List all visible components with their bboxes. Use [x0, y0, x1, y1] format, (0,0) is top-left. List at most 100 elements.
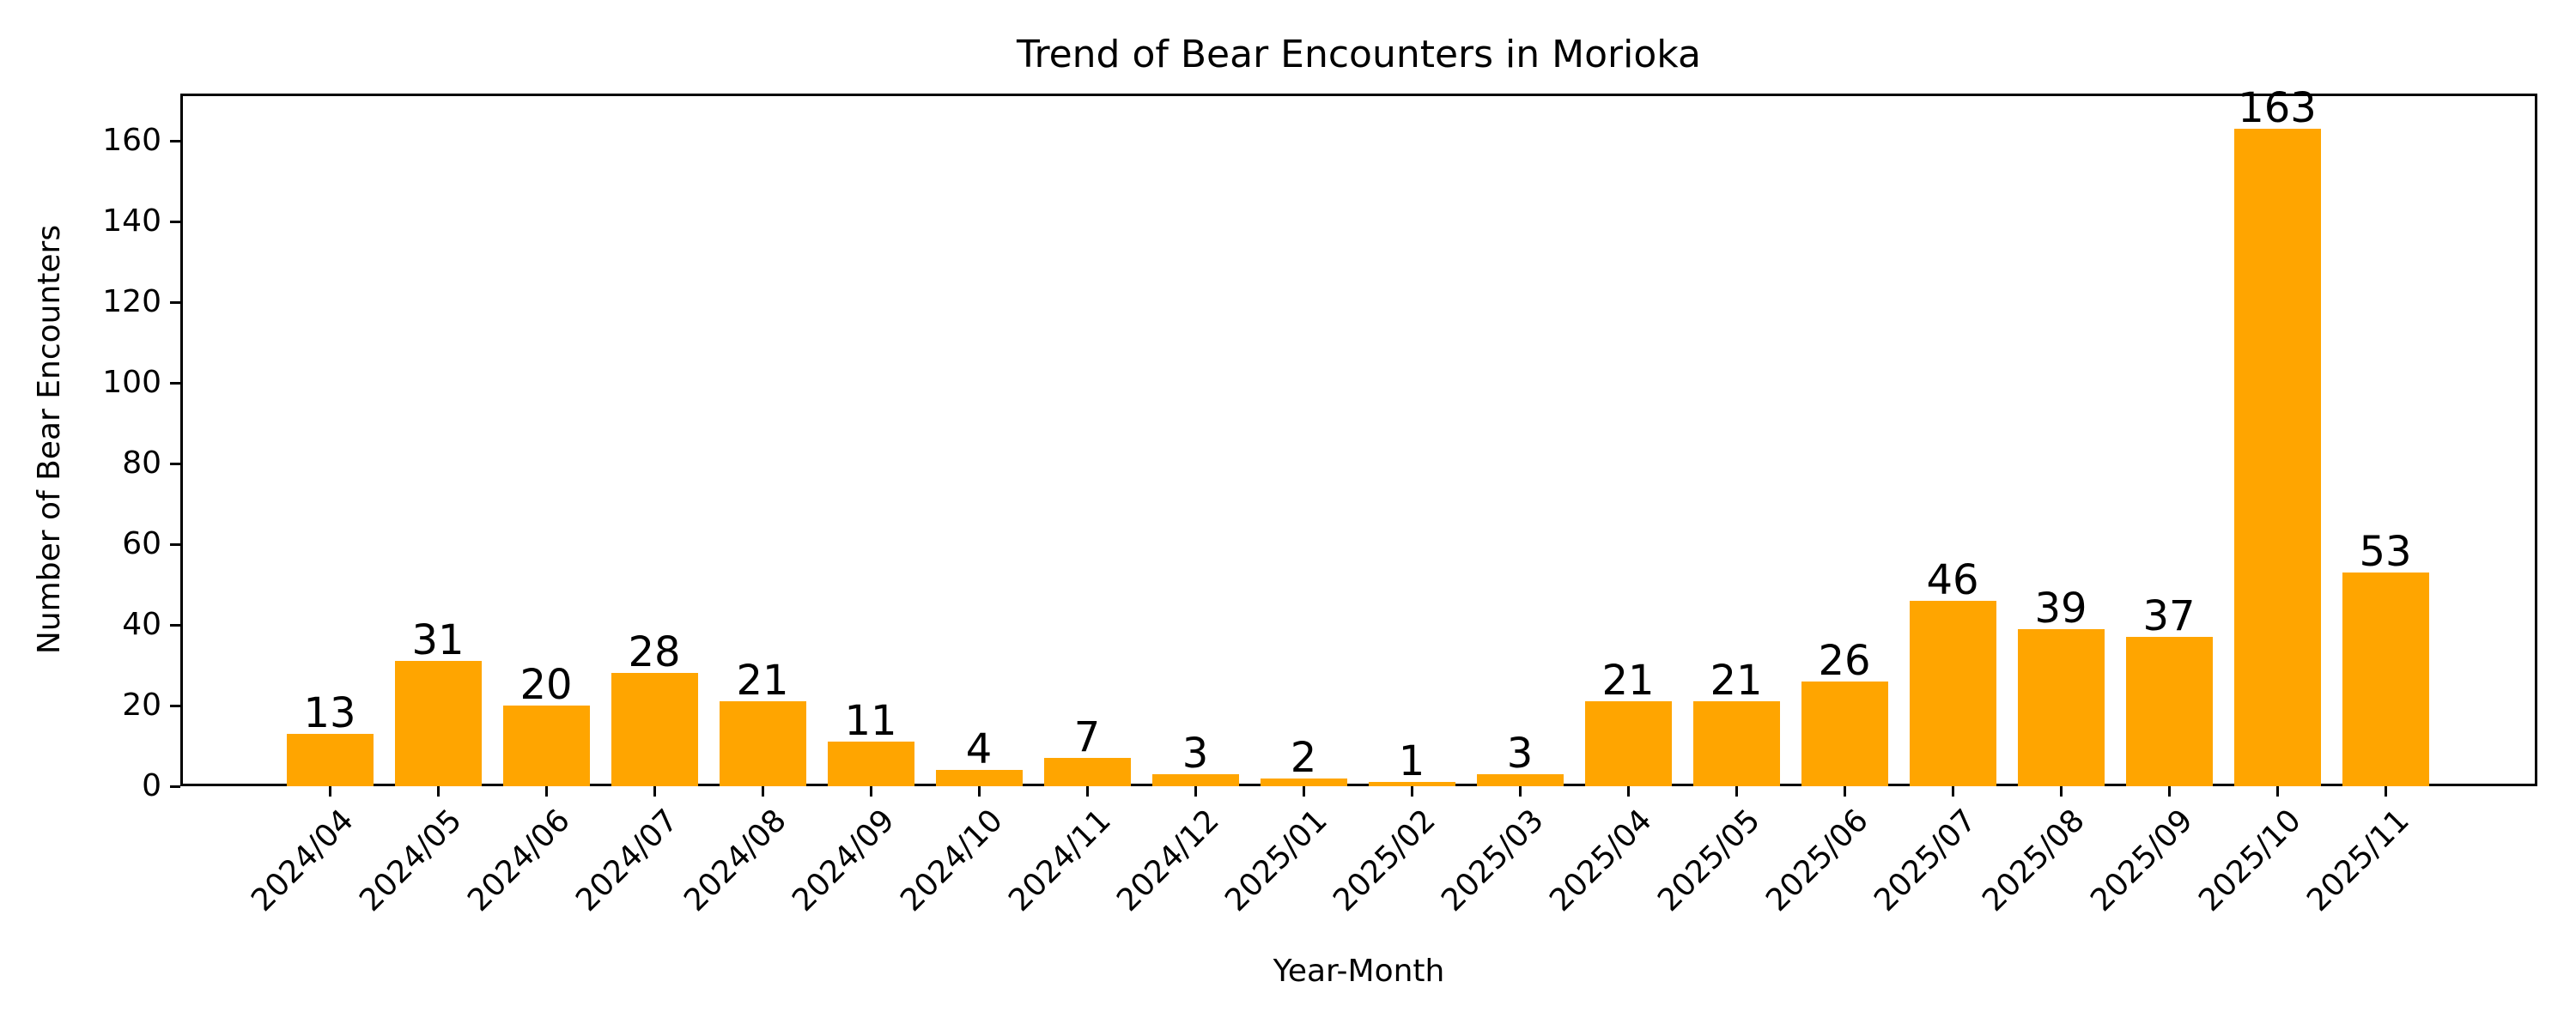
y-axis-label: Number of Bear Encounters — [32, 224, 67, 655]
x-tick-label: 2025/10 — [2192, 803, 2308, 919]
bar — [1801, 681, 1888, 786]
y-tick-label: 160 — [102, 123, 161, 158]
bar-value-label: 3 — [1182, 729, 1209, 778]
x-tick-label: 2024/11 — [1002, 803, 1118, 919]
bar-value-label: 37 — [2142, 592, 2196, 641]
bar — [394, 661, 482, 786]
y-tick-mark — [170, 220, 180, 223]
bar — [2125, 637, 2213, 786]
x-tick-label: 2024/09 — [786, 803, 902, 919]
bar-value-label: 53 — [2359, 527, 2412, 576]
y-tick-mark — [170, 542, 180, 546]
bar-value-label: 28 — [628, 628, 681, 677]
bar-value-label: 31 — [411, 616, 465, 665]
bar — [286, 733, 374, 786]
x-tick-label: 2024/06 — [461, 803, 577, 919]
y-tick-label: 100 — [102, 365, 161, 400]
x-tick-label: 2024/12 — [1110, 803, 1226, 919]
bar-value-label: 1 — [1398, 737, 1425, 786]
x-tick-label: 2024/08 — [677, 803, 793, 919]
x-tick-label: 2024/07 — [569, 803, 685, 919]
bar-value-label: 3 — [1506, 729, 1534, 778]
x-tick-mark — [1410, 786, 1413, 797]
bar — [935, 770, 1023, 786]
bar-value-label: 13 — [303, 688, 356, 737]
bar — [2017, 628, 2105, 786]
x-tick-label: 2025/08 — [1976, 803, 2092, 919]
x-tick-label: 2024/10 — [894, 803, 1010, 919]
x-tick-mark — [1951, 786, 1954, 797]
y-tick-mark — [170, 704, 180, 707]
y-tick-label: 40 — [122, 607, 161, 642]
bar — [611, 673, 698, 786]
bar — [827, 742, 914, 786]
x-tick-mark — [436, 786, 440, 797]
bar — [719, 701, 806, 786]
bar — [2233, 128, 2321, 786]
bar — [1584, 701, 1672, 786]
x-tick-mark — [977, 786, 981, 797]
y-tick-label: 80 — [122, 445, 161, 481]
bar — [1368, 782, 1455, 786]
chart-title: Trend of Bear Encounters in Morioka — [1017, 33, 1701, 76]
bar — [1151, 773, 1239, 786]
y-tick-mark — [170, 462, 180, 465]
x-tick-mark — [328, 786, 331, 797]
bar-value-label: 39 — [2034, 584, 2087, 633]
x-tick-mark — [1735, 786, 1738, 797]
bar — [1043, 758, 1131, 786]
y-tick-label: 140 — [102, 203, 161, 239]
x-tick-label: 2025/11 — [2300, 803, 2416, 919]
bar-value-label: 21 — [1710, 657, 1763, 706]
y-tick-mark — [170, 300, 180, 304]
y-tick-label: 0 — [142, 768, 161, 803]
y-tick-mark — [170, 785, 180, 788]
y-tick-mark — [170, 623, 180, 627]
bar-value-label: 46 — [1926, 555, 1979, 604]
x-tick-mark — [1843, 786, 1846, 797]
x-tick-label: 2025/04 — [1543, 803, 1659, 919]
x-tick-label: 2024/05 — [353, 803, 469, 919]
x-tick-mark — [1194, 786, 1197, 797]
y-tick-mark — [170, 381, 180, 385]
x-axis-label: Year-Month — [1273, 954, 1445, 989]
x-tick-label: 2025/06 — [1759, 803, 1875, 919]
bar-value-label: 21 — [1601, 657, 1655, 706]
x-tick-label: 2025/05 — [1651, 803, 1767, 919]
y-tick-label: 20 — [122, 688, 161, 723]
bar — [502, 706, 590, 786]
x-tick-mark — [1302, 786, 1305, 797]
bar — [2342, 572, 2429, 786]
x-tick-label: 2025/09 — [2084, 803, 2200, 919]
x-tick-mark — [1085, 786, 1089, 797]
x-tick-mark — [761, 786, 764, 797]
bar-value-label: 26 — [1818, 636, 1871, 685]
bar-value-label: 2 — [1290, 733, 1317, 782]
x-tick-mark — [2059, 786, 2063, 797]
bar — [1476, 773, 1564, 786]
x-tick-mark — [2275, 786, 2279, 797]
x-tick-mark — [2384, 786, 2387, 797]
y-tick-label: 120 — [102, 284, 161, 319]
y-tick-label: 60 — [122, 526, 161, 561]
x-tick-label: 2024/04 — [245, 803, 361, 919]
y-tick-mark — [170, 139, 180, 142]
x-tick-mark — [1626, 786, 1630, 797]
bar — [1260, 778, 1347, 786]
x-tick-mark — [869, 786, 872, 797]
bar-value-label: 11 — [844, 697, 897, 746]
x-tick-mark — [1518, 786, 1522, 797]
x-tick-mark — [653, 786, 656, 797]
bar-value-label: 20 — [519, 661, 573, 709]
plot-area — [180, 94, 2537, 786]
bar — [1692, 701, 1780, 786]
bar-value-label: 21 — [736, 657, 789, 706]
bar-value-label: 4 — [965, 725, 993, 774]
x-tick-label: 2025/02 — [1327, 803, 1443, 919]
x-tick-label: 2025/01 — [1218, 803, 1334, 919]
x-tick-label: 2025/07 — [1868, 803, 1984, 919]
bar-value-label: 7 — [1073, 713, 1101, 762]
x-tick-mark — [544, 786, 548, 797]
x-tick-mark — [2167, 786, 2171, 797]
x-tick-label: 2025/03 — [1435, 803, 1551, 919]
